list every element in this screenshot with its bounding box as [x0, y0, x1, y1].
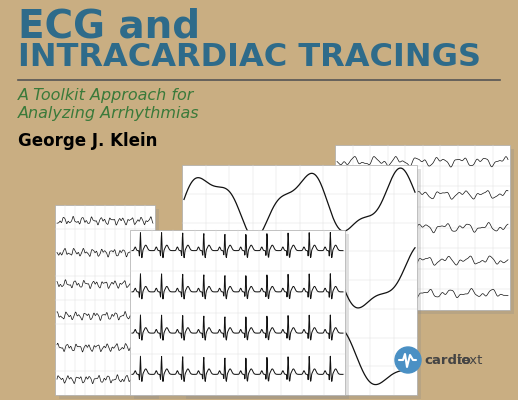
Text: cardio: cardio: [424, 354, 471, 366]
Bar: [134, 234, 349, 399]
Text: George J. Klein: George J. Klein: [18, 132, 157, 150]
Bar: [186, 169, 421, 399]
Bar: [130, 230, 345, 395]
Bar: [339, 149, 514, 314]
Circle shape: [395, 347, 421, 373]
Bar: [59, 209, 159, 399]
Bar: [55, 205, 155, 395]
Text: text: text: [457, 354, 483, 366]
Text: INTRACARDIAC TRACINGS: INTRACARDIAC TRACINGS: [18, 42, 481, 73]
Bar: [335, 145, 510, 310]
Bar: [182, 165, 417, 395]
Text: Analyzing Arrhythmias: Analyzing Arrhythmias: [18, 106, 199, 121]
Text: A Toolkit Approach for: A Toolkit Approach for: [18, 88, 194, 103]
Text: ECG and: ECG and: [18, 7, 200, 45]
